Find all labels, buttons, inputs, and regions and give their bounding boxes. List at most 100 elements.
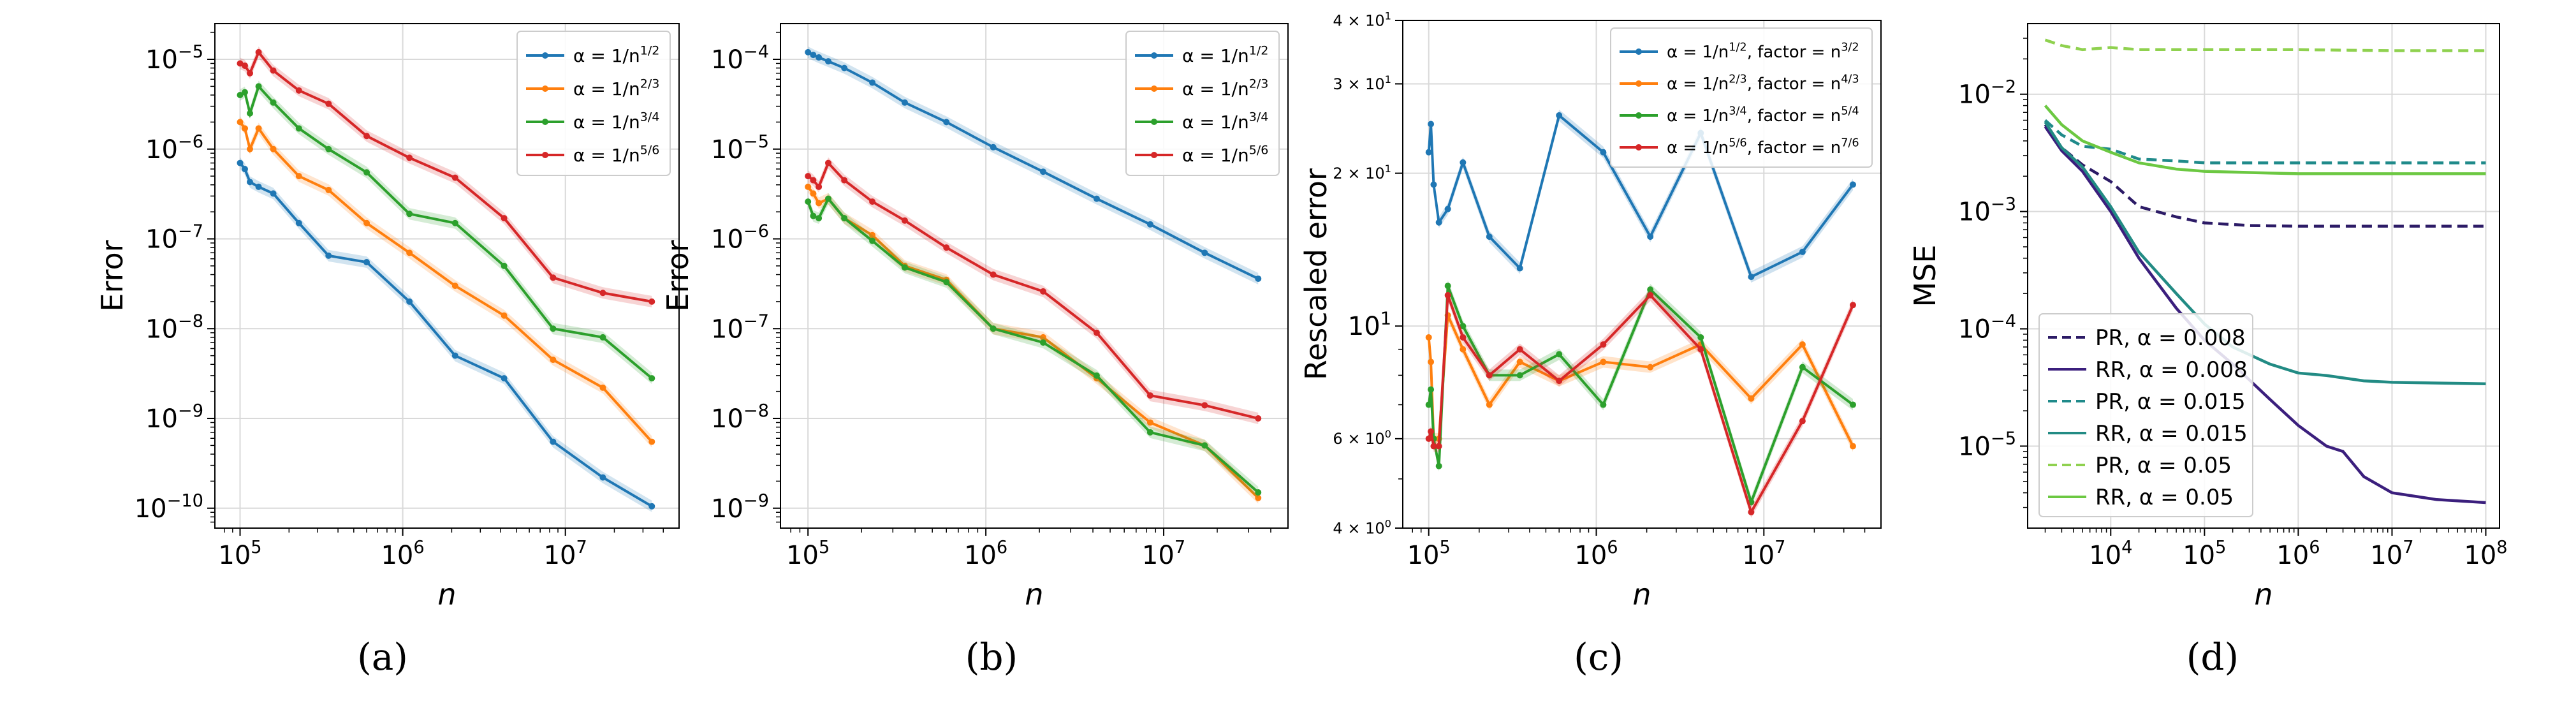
data-point xyxy=(1647,364,1654,371)
data-point xyxy=(550,357,557,364)
data-point xyxy=(550,325,557,332)
data-point xyxy=(1425,334,1432,341)
y-tick-label: 10−2 xyxy=(1958,77,2016,110)
data-point xyxy=(246,110,253,117)
x-axis-label: n xyxy=(2254,577,2272,612)
data-point xyxy=(869,237,876,244)
data-point xyxy=(943,279,950,286)
x-tick-label-base: 10 xyxy=(2183,541,2215,570)
data-point xyxy=(1093,372,1100,379)
data-point xyxy=(1428,121,1435,128)
data-point xyxy=(1486,401,1493,408)
data-point xyxy=(1516,265,1523,272)
data-point xyxy=(599,474,606,481)
legend-label: α = 1/n1/2, factor = n3/2 xyxy=(1667,41,1859,62)
legend-marker xyxy=(1151,119,1157,125)
legend-label: RR, α = 0.008 xyxy=(2095,357,2248,383)
legend-label-exp: 3/4 xyxy=(1729,105,1746,118)
x-tick-label-base: 10 xyxy=(2089,541,2121,570)
series-0 xyxy=(2044,124,2486,228)
data-point xyxy=(1255,415,1262,422)
x-tick-label: 105 xyxy=(786,538,830,570)
series-line xyxy=(807,160,1259,420)
data-point xyxy=(1425,401,1432,408)
legend: α = 1/n1/2α = 1/n2/3α = 1/n3/4α = 1/n5/6 xyxy=(516,31,671,176)
series-4 xyxy=(2044,38,2486,52)
legend-label-main: α = 1/n xyxy=(573,45,640,66)
panel-caption: (b) xyxy=(965,635,1018,679)
data-point xyxy=(246,145,253,152)
data-point xyxy=(943,244,950,251)
y-axis-label: Rescaled error xyxy=(1299,168,1333,380)
series-3 xyxy=(1425,289,1856,518)
legend-label-main: RR, α = 0.008 xyxy=(2095,357,2248,383)
series-line xyxy=(2044,124,2486,228)
data-point xyxy=(550,438,557,445)
data-point xyxy=(550,274,557,281)
legend-label-factor-exp: 5/4 xyxy=(1841,105,1859,118)
y-tick-label-base: 10 xyxy=(711,314,743,344)
y-tick-label: 10−3 xyxy=(1958,195,2016,227)
axes-frame xyxy=(2027,23,2500,529)
legend-label-exp: 5/6 xyxy=(640,144,660,158)
data-point xyxy=(295,173,302,180)
x-tick-label-exp: 5 xyxy=(251,538,261,557)
data-point xyxy=(237,92,244,99)
data-point xyxy=(1255,489,1262,496)
data-point xyxy=(363,169,370,176)
series-0 xyxy=(805,46,1262,284)
data-point xyxy=(451,283,458,290)
x-tick-label-exp: 7 xyxy=(1175,538,1185,557)
legend-box xyxy=(1610,27,1873,168)
x-tick-label-exp: 7 xyxy=(576,538,587,557)
y-tick-label-exp: 1 xyxy=(1380,309,1391,328)
legend-label: RR, α = 0.05 xyxy=(2095,485,2234,510)
y-tick-label: 10−6 xyxy=(711,222,769,254)
series-3 xyxy=(237,46,655,307)
series-5 xyxy=(2044,105,2486,175)
legend-label-exp: 5/6 xyxy=(1729,137,1746,150)
data-point xyxy=(1799,341,1806,348)
data-point xyxy=(816,200,823,207)
data-point xyxy=(990,144,997,151)
legend-label-exp: 3/4 xyxy=(640,110,660,124)
data-point xyxy=(406,298,413,305)
data-point xyxy=(1647,286,1654,293)
chart-panel-d: 104 105 106 107 10810−510−410−310−2nMSE(d)PR… xyxy=(1908,23,2508,679)
data-point xyxy=(1093,329,1100,336)
data-point xyxy=(810,190,817,197)
confidence-band xyxy=(240,46,652,307)
data-point xyxy=(824,159,831,166)
data-point xyxy=(325,100,332,107)
data-point xyxy=(901,99,908,106)
data-point xyxy=(1425,149,1432,156)
chart-panel-a: 105 106 10710−1010−910−810−710−610−5nError… xyxy=(95,23,680,679)
x-tick-label: 106 xyxy=(1574,538,1618,570)
y-tick-label: 2 × 101 xyxy=(1333,163,1391,182)
data-point xyxy=(1849,443,1856,450)
legend-label-factor: , factor = n xyxy=(1747,75,1841,94)
data-point xyxy=(901,264,908,271)
data-point xyxy=(325,252,332,259)
panel-caption: (c) xyxy=(1574,635,1623,679)
legend-label: PR, α = 0.05 xyxy=(2095,453,2232,478)
legend-box xyxy=(1125,31,1280,176)
x-tick-label: 106 xyxy=(2276,538,2320,570)
data-point xyxy=(841,177,848,184)
data-point xyxy=(246,179,253,186)
legend-label: RR, α = 0.015 xyxy=(2095,421,2248,446)
legend-label-factor-exp: 4/3 xyxy=(1841,73,1859,86)
series-line xyxy=(807,196,1259,494)
x-tick-label: 107 xyxy=(544,538,587,570)
legend-label: α = 1/n2/3 xyxy=(573,77,659,99)
data-point xyxy=(1647,233,1654,240)
legend-label: α = 1/n1/2 xyxy=(1182,44,1268,66)
series-line xyxy=(238,121,653,443)
data-point xyxy=(242,89,249,96)
data-point xyxy=(451,352,458,359)
data-point xyxy=(805,198,812,205)
legend-label-exp: 1/2 xyxy=(640,44,660,58)
legend-marker xyxy=(1636,144,1642,151)
data-point xyxy=(648,503,655,510)
